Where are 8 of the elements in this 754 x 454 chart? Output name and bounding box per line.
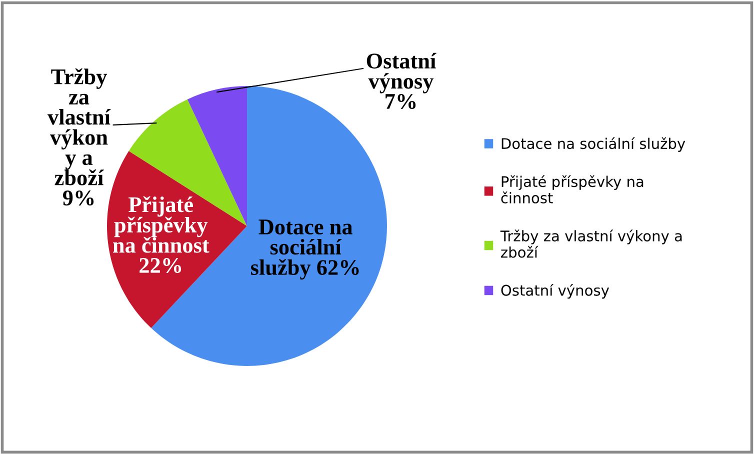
data-label: Dotace na sociální služby 62% — [250, 220, 359, 280]
legend-label: Tržby za vlastní výkony a zboží — [500, 230, 682, 258]
legend-label: Přijaté příspěvky na činnost — [501, 175, 644, 204]
data-label: Ostatní výnosy 7% — [366, 52, 436, 110]
legend-label: Dotace na sociální služby — [502, 137, 686, 152]
legend-label: Ostatní výnosy — [501, 284, 610, 299]
data-label: Tržby za vlastní výkon y a zboží 9% — [48, 68, 111, 206]
data-label: Přijaté příspěvky na činnost 22% — [113, 196, 210, 274]
